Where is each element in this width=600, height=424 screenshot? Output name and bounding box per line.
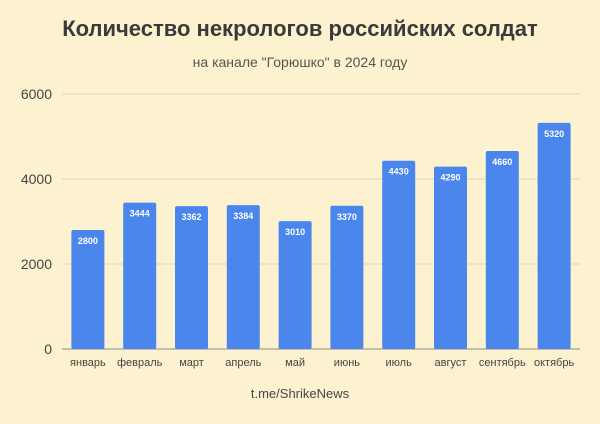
y-tick-label: 4000 bbox=[21, 171, 52, 187]
y-tick-label: 6000 bbox=[21, 86, 52, 102]
bar bbox=[278, 221, 312, 349]
bar bbox=[175, 206, 208, 349]
data-label: 3444 bbox=[130, 209, 150, 219]
data-label: 4290 bbox=[440, 173, 460, 183]
x-tick-label: июль bbox=[386, 357, 413, 369]
x-tick-label: апрель bbox=[225, 357, 261, 369]
data-label: 4660 bbox=[492, 157, 512, 167]
data-label: 2800 bbox=[78, 236, 98, 246]
bar bbox=[434, 166, 467, 349]
data-label: 4430 bbox=[389, 167, 409, 177]
x-tick-label: сентябрь bbox=[479, 357, 526, 369]
bar bbox=[485, 150, 519, 349]
x-tick-label: август bbox=[435, 357, 467, 369]
data-label: 3370 bbox=[337, 212, 357, 222]
chart-title: Количество некрологов российских солдат bbox=[62, 16, 538, 41]
x-tick-label: март bbox=[179, 357, 204, 369]
x-tick-label: октябрь bbox=[534, 357, 574, 369]
x-tick-label: июнь bbox=[334, 357, 360, 369]
x-tick-label: январь bbox=[70, 357, 106, 369]
x-tick-label: май bbox=[285, 357, 305, 369]
data-label: 3384 bbox=[233, 211, 253, 221]
y-tick-label: 2000 bbox=[21, 256, 52, 272]
chart-subtitle: на канале "Горюшко" в 2024 году bbox=[192, 54, 408, 70]
data-label: 3010 bbox=[285, 227, 305, 237]
data-label: 3362 bbox=[181, 212, 201, 222]
bar bbox=[226, 205, 260, 349]
bar bbox=[71, 230, 105, 349]
bar bbox=[382, 160, 416, 349]
data-label: 5320 bbox=[544, 129, 564, 139]
bar bbox=[330, 205, 364, 349]
y-tick-label: 0 bbox=[44, 341, 52, 357]
source-credit: t.me/ShrikeNews bbox=[250, 386, 350, 401]
bar bbox=[537, 122, 571, 350]
x-tick-label: февраль bbox=[117, 357, 163, 369]
bar bbox=[123, 202, 157, 349]
